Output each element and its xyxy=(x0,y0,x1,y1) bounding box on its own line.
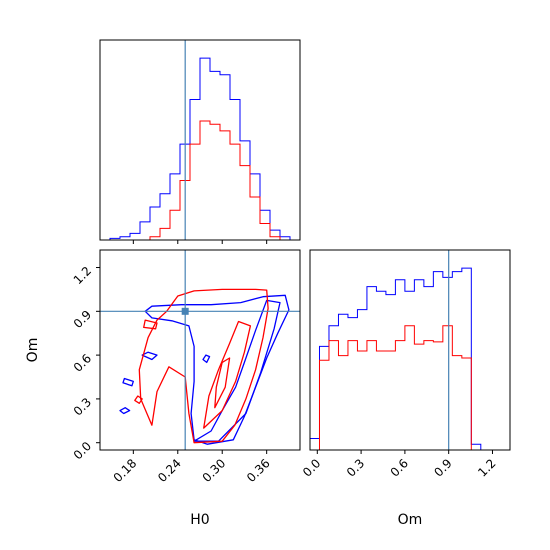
contour-series-b-0 xyxy=(138,288,269,444)
y-axis-label-om: Om xyxy=(25,338,41,363)
h0-x-tick-label-1: 0.24 xyxy=(155,456,184,485)
h0-histogram-series-b xyxy=(100,120,300,241)
om-x-tick-label-4: 1.2 xyxy=(475,456,498,479)
om-y-tick-label-3: 0.9 xyxy=(71,308,94,331)
contour-panel: 0.18 0.24 0.30 0.36 0.0 0.3 0.6 0.9 1.2 H0 Om xyxy=(25,249,301,528)
h0-x-tick-label-2: 0.30 xyxy=(200,456,229,485)
contour-series-a-4 xyxy=(119,407,131,415)
contour-series xyxy=(119,288,290,445)
om-histogram-panel: 0.0 0.3 0.6 0.9 1.2 Om xyxy=(300,249,511,528)
om-histogram-series-b xyxy=(310,325,510,451)
contour-series-a-5 xyxy=(202,354,211,364)
om-histogram-frame xyxy=(309,249,511,451)
contour-series-a-0 xyxy=(144,294,290,445)
h0-histogram-ticks xyxy=(132,240,268,244)
h0-x-tick-label-3: 0.36 xyxy=(244,456,273,485)
truth-marker xyxy=(181,307,189,315)
om-histogram-series-a xyxy=(309,267,510,451)
x-axis-label-h0: H0 xyxy=(190,512,209,528)
contour-frame xyxy=(99,249,301,451)
h0-histogram-series-a xyxy=(100,57,300,241)
contour-series-b-3 xyxy=(143,319,158,330)
om-y-tick-label-0: 0.0 xyxy=(71,439,94,462)
om-y-tick-label-2: 0.6 xyxy=(71,351,94,374)
om-histogram-ticks: 0.0 0.3 0.6 0.9 1.2 xyxy=(300,450,499,480)
h0-histogram-panel xyxy=(99,39,301,244)
om-y-tick-label-4: 1.2 xyxy=(71,264,94,287)
x-axis-label-om: Om xyxy=(398,512,423,528)
om-x-tick-label-3: 0.9 xyxy=(431,456,454,479)
contour-series-a-3 xyxy=(122,377,134,387)
h0-histogram-series xyxy=(100,57,300,241)
h0-histogram-frame xyxy=(99,39,301,241)
contour-ticks: 0.18 0.24 0.30 0.36 0.0 0.3 0.6 0.9 1.2 xyxy=(71,264,273,485)
contour-series-b-1 xyxy=(203,320,252,429)
om-x-tick-label-1: 0.3 xyxy=(344,456,367,479)
om-x-tick-label-0: 0.0 xyxy=(300,456,323,479)
om-x-tick-label-2: 0.6 xyxy=(388,456,411,479)
contour-series-b-4 xyxy=(134,395,143,404)
h0-x-tick-label-0: 0.18 xyxy=(111,456,140,485)
contour-truth-lines xyxy=(100,250,300,450)
om-y-tick-label-1: 0.3 xyxy=(71,395,94,418)
contour-series-b-2 xyxy=(214,357,231,409)
om-histogram-series xyxy=(309,267,510,451)
